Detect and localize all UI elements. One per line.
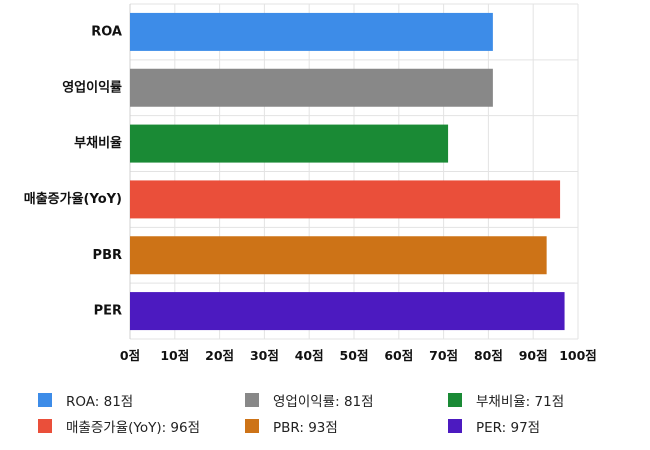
x-tick-label: 70점 bbox=[429, 348, 458, 363]
x-tick-label: 20점 bbox=[205, 348, 234, 363]
bar-4 bbox=[130, 236, 547, 275]
legend-label: PBR: 93점 bbox=[273, 420, 338, 436]
legend-label: 부채비율: 71점 bbox=[476, 394, 565, 410]
category-label: PER bbox=[94, 304, 122, 319]
legend-item: PBR: 93점 bbox=[245, 416, 338, 436]
category-label: PBR bbox=[93, 248, 122, 263]
legend-swatch bbox=[448, 393, 462, 407]
category-label: 부채비율 bbox=[74, 135, 122, 151]
x-tick-label: 40점 bbox=[295, 348, 324, 363]
legend-swatch bbox=[245, 393, 259, 407]
x-tick-label: 50점 bbox=[340, 348, 369, 363]
bar-1 bbox=[130, 68, 493, 107]
legend-swatch bbox=[38, 393, 52, 407]
category-label: ROA bbox=[91, 24, 122, 39]
x-tick-label: 10점 bbox=[160, 348, 189, 363]
legend-label: ROA: 81점 bbox=[66, 394, 134, 410]
grid-lines bbox=[129, 3, 579, 340]
category-label: 영업이익률 bbox=[62, 79, 122, 95]
x-tick-label: 80점 bbox=[474, 348, 503, 363]
legend-item: 영업이익률: 81점 bbox=[245, 390, 374, 410]
x-tick-label: 60점 bbox=[384, 348, 413, 363]
legend-swatch bbox=[245, 419, 259, 433]
x-tick-labels: 0점 10점 20점 30점 40점 50점 60점 70점 80점 90점 100점 bbox=[120, 348, 597, 363]
x-tick-label: 30점 bbox=[250, 348, 279, 363]
legend-item: 매출증가율(YoY): 96점 bbox=[38, 416, 200, 436]
legend-swatch bbox=[38, 419, 52, 433]
legend-swatch bbox=[448, 419, 462, 433]
bar-3 bbox=[130, 180, 561, 219]
legend-label: 영업이익률: 81점 bbox=[273, 394, 374, 410]
bar-2 bbox=[130, 124, 449, 163]
legend-item: 부채비율: 71점 bbox=[448, 390, 564, 410]
x-tick-label: 90점 bbox=[519, 348, 548, 363]
category-label: 매출증가율(YoY) bbox=[24, 191, 122, 207]
bar-0 bbox=[130, 12, 493, 51]
legend-label: PER: 97점 bbox=[476, 420, 541, 436]
bars bbox=[130, 12, 565, 331]
legend-label: 매출증가율(YoY): 96점 bbox=[66, 420, 201, 436]
x-tick-label: 0점 bbox=[120, 348, 140, 363]
legend-item: PER: 97점 bbox=[448, 416, 540, 436]
legend-item: ROA: 81점 bbox=[38, 390, 133, 410]
x-tick-label: 100점 bbox=[559, 348, 597, 363]
bar-5 bbox=[130, 292, 565, 331]
